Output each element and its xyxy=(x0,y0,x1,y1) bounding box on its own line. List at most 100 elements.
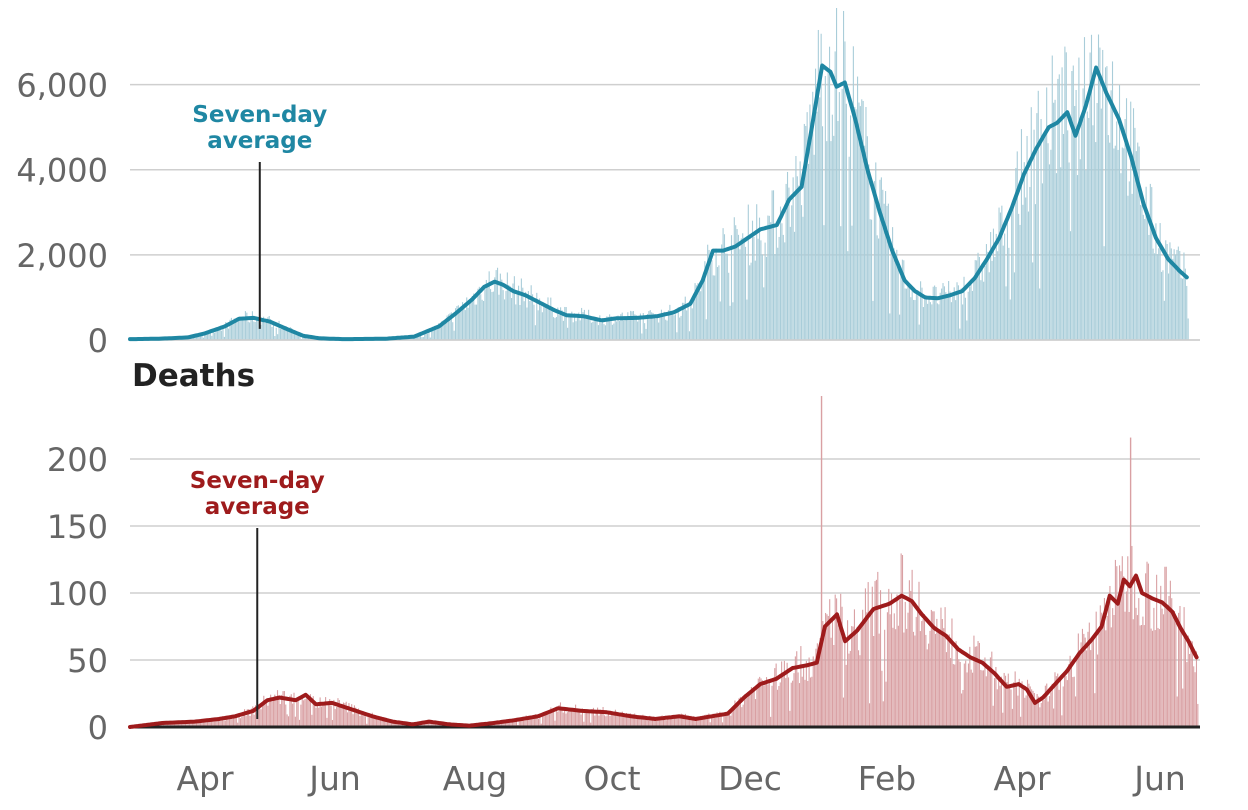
cases-daily-bar xyxy=(1005,286,1007,340)
deaths-daily-bar xyxy=(366,723,368,727)
cases-daily-bar xyxy=(1165,240,1167,340)
cases-daily-bar xyxy=(987,251,989,340)
cases-daily-bar xyxy=(666,320,668,340)
cases-daily-bar xyxy=(467,307,469,340)
deaths-daily-bar xyxy=(331,719,334,727)
cases-daily-bar xyxy=(1026,135,1028,340)
cases-daily-bar xyxy=(548,307,550,340)
deaths-daily-bar xyxy=(1164,566,1166,727)
cases-daily-bar xyxy=(214,332,216,340)
deaths-daily-bar xyxy=(224,720,226,727)
deaths-daily-bar xyxy=(668,716,670,727)
cases-daily-bar xyxy=(1027,211,1030,340)
deaths-daily-bar xyxy=(636,716,638,727)
cases-y-tick-label: 6,000 xyxy=(16,67,108,105)
deaths-daily-bar xyxy=(1029,686,1031,727)
deaths-daily-bar xyxy=(283,691,285,727)
deaths-daily-bar xyxy=(650,716,652,727)
cases-daily-bar xyxy=(969,286,971,340)
deaths-daily-bar xyxy=(219,719,221,727)
deaths-daily-bar xyxy=(257,705,259,727)
deaths-daily-bar xyxy=(671,718,673,727)
cases-daily-bar xyxy=(880,177,882,340)
deaths-daily-bar xyxy=(961,693,963,727)
cases-daily-bar xyxy=(529,301,531,340)
deaths-daily-bar xyxy=(562,712,564,727)
cases-daily-bar xyxy=(659,316,661,340)
deaths-daily-bar xyxy=(336,707,338,727)
deaths-daily-bar xyxy=(384,720,386,727)
deaths-daily-bar xyxy=(200,719,202,727)
deaths-daily-bar xyxy=(937,631,939,727)
cases-y-tick-label: 4,000 xyxy=(16,152,108,190)
cases-daily-bar xyxy=(697,283,699,340)
deaths-daily-bar xyxy=(831,616,834,727)
cases-daily-bar xyxy=(980,280,982,340)
deaths-daily-bar xyxy=(657,717,659,727)
deaths-daily-bar xyxy=(776,689,779,727)
deaths-daily-bar xyxy=(1007,673,1009,727)
deaths-daily-bar xyxy=(1176,696,1178,727)
cases-daily-bar xyxy=(821,126,824,340)
cases-daily-bar xyxy=(207,333,209,340)
cases-daily-bar xyxy=(452,322,454,340)
deaths-daily-bar xyxy=(1147,563,1149,727)
cases-daily-bar xyxy=(607,316,609,340)
cases-daily-bar xyxy=(1113,148,1115,340)
cases-daily-bar xyxy=(1016,151,1018,340)
deaths-daily-bar xyxy=(1088,622,1090,727)
cases-daily-bar xyxy=(1086,111,1088,340)
cases-daily-bar xyxy=(865,107,867,340)
cases-daily-bar xyxy=(610,316,612,340)
cases-daily-bar xyxy=(539,298,541,340)
deaths-daily-bar xyxy=(742,704,744,727)
deaths-daily-bar xyxy=(1135,607,1137,727)
deaths-daily-bar xyxy=(591,709,593,727)
cases-daily-bar xyxy=(1051,55,1053,341)
deaths-daily-bar xyxy=(908,580,910,727)
cases-daily-bar xyxy=(1155,223,1157,340)
deaths-daily-bar xyxy=(220,720,222,727)
cases-daily-bar xyxy=(777,247,779,340)
cases-daily-bar xyxy=(764,242,766,340)
deaths-daily-bar xyxy=(712,713,714,727)
deaths-daily-bar xyxy=(1075,696,1077,727)
deaths-daily-bar xyxy=(575,704,577,727)
deaths-daily-bar xyxy=(687,715,689,727)
cases-daily-bar xyxy=(934,285,936,340)
deaths-y-tick-label: 150 xyxy=(47,508,108,546)
deaths-daily-bar xyxy=(364,716,366,727)
deaths-daily-bar xyxy=(270,694,272,727)
deaths-daily-bar xyxy=(492,723,494,727)
deaths-daily-bar xyxy=(1106,615,1108,727)
cases-daily-bar xyxy=(271,326,273,340)
cases-daily-bar xyxy=(695,285,698,340)
cases-daily-bar xyxy=(907,284,909,340)
deaths-daily-bar xyxy=(1013,682,1015,727)
cases-daily-bar xyxy=(1106,66,1108,340)
cases-daily-bar xyxy=(672,313,674,340)
cases-daily-bar xyxy=(645,328,647,340)
cases-daily-bar xyxy=(823,225,825,340)
deaths-daily-bar xyxy=(583,721,585,727)
cases-daily-bar xyxy=(449,313,451,340)
deaths-daily-bar xyxy=(1180,627,1182,727)
deaths-daily-bar xyxy=(1054,672,1056,727)
deaths-daily-bar xyxy=(564,709,566,727)
deaths-daily-bar xyxy=(911,569,913,727)
deaths-daily-bar xyxy=(914,635,916,727)
cases-daily-bar xyxy=(984,265,986,340)
cases-daily-bar xyxy=(687,307,689,340)
deaths-daily-bar xyxy=(222,716,224,727)
cases-daily-bar xyxy=(960,288,962,340)
cases-daily-bar xyxy=(211,335,213,340)
deaths-daily-bar xyxy=(176,722,178,727)
deaths-daily-bar xyxy=(951,618,953,727)
deaths-daily-bar xyxy=(1050,692,1052,727)
cases-daily-bar xyxy=(652,312,654,340)
cases-daily-bar xyxy=(854,106,856,340)
cases-daily-bar xyxy=(1039,288,1041,340)
cases-daily-bar xyxy=(858,102,860,341)
cases-daily-bar xyxy=(981,263,983,340)
deaths-daily-bar xyxy=(326,717,328,727)
